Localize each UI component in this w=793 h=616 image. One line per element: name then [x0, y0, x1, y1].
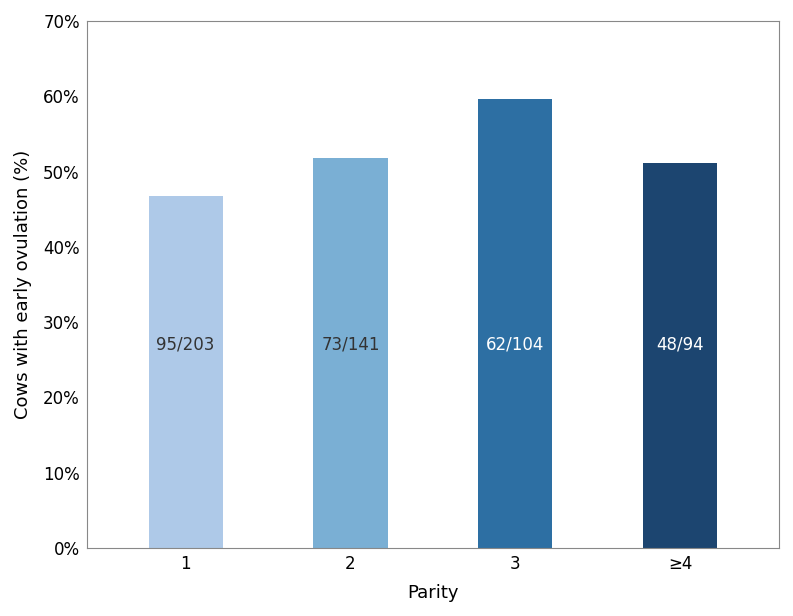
Text: 48/94: 48/94 [657, 336, 704, 354]
X-axis label: Parity: Parity [407, 584, 458, 602]
Bar [148, 196, 223, 548]
Bar [478, 99, 553, 548]
Text: 62/104: 62/104 [486, 336, 545, 354]
Bar [313, 158, 388, 548]
Bar [643, 163, 718, 548]
Text: 73/141: 73/141 [321, 336, 380, 354]
Y-axis label: Cows with early ovulation (%): Cows with early ovulation (%) [14, 150, 32, 419]
Text: 95/203: 95/203 [156, 336, 215, 354]
